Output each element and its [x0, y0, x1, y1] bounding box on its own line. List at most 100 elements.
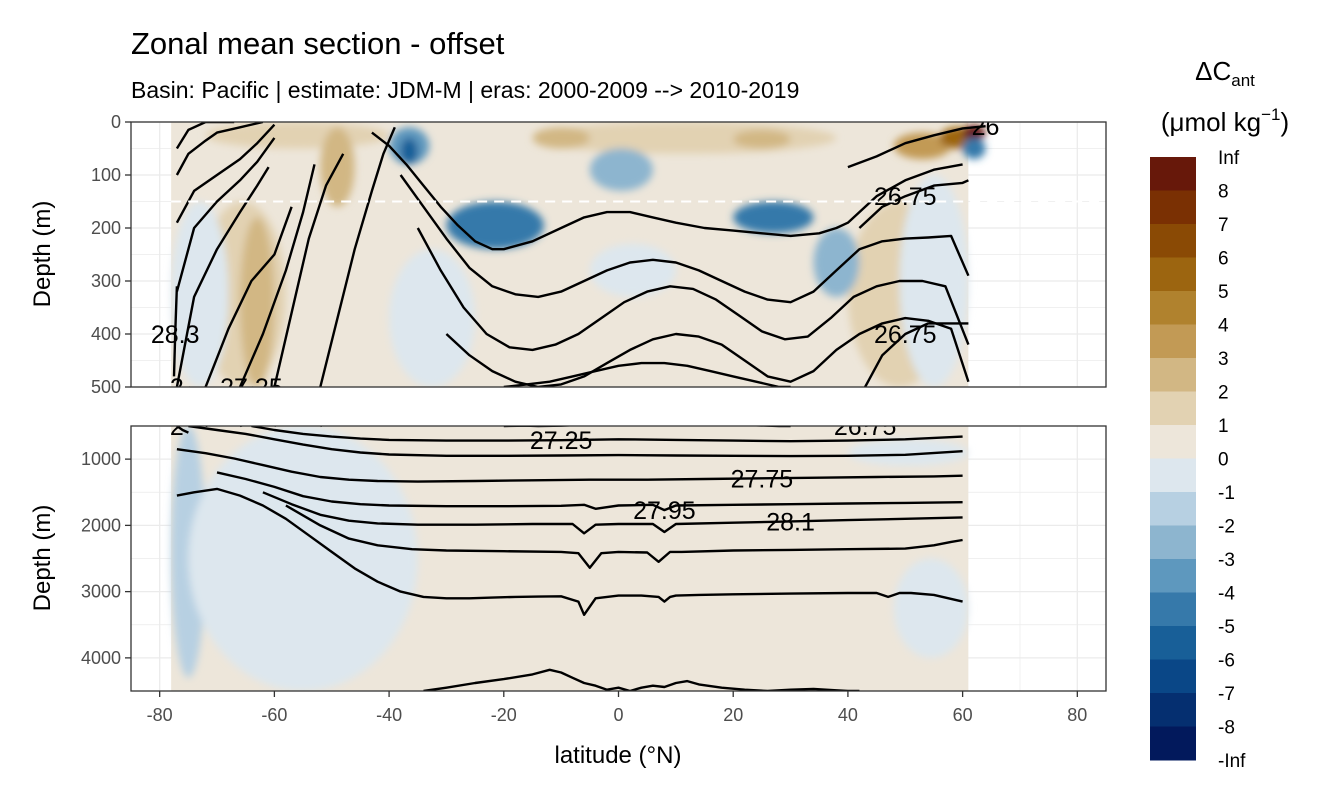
- fill-patch: [733, 129, 791, 149]
- legend-unit-suffix: ): [1280, 107, 1289, 137]
- isopycnal-line: [204, 206, 293, 387]
- legend-label: -5: [1218, 617, 1235, 638]
- legend-label: 4: [1218, 316, 1229, 337]
- isopycnal-line: [240, 426, 245, 428]
- isopycnal-line: [847, 125, 986, 169]
- fill-patch: [589, 243, 676, 297]
- fill-patches: [171, 426, 969, 691]
- x-tick-label: -40: [376, 705, 402, 725]
- fill-patch: [893, 132, 952, 160]
- x-tick-label: -60: [261, 705, 287, 725]
- legend-swatch: [1150, 257, 1196, 292]
- lower-panel-fill: [171, 426, 969, 691]
- isopycnal-label: 2: [170, 374, 184, 402]
- fill-patch: [400, 137, 418, 165]
- legend-swatch: [1150, 157, 1196, 191]
- legend-label: -7: [1218, 684, 1235, 705]
- legend-label: Inf: [1218, 148, 1240, 169]
- isopycnal-line: [262, 491, 963, 535]
- legend-swatch: [1150, 190, 1196, 225]
- legend-label: -8: [1218, 718, 1235, 739]
- fill-patch: [847, 439, 969, 466]
- legend-swatch: [1150, 492, 1196, 526]
- legend-title-main: ΔC: [1195, 56, 1231, 86]
- y-tick-label: 4000: [81, 648, 121, 668]
- fill-patch: [589, 148, 653, 191]
- legend-label: -4: [1218, 584, 1235, 605]
- isopycnal-line: [205, 426, 210, 428]
- legend-label: 2: [1218, 383, 1229, 404]
- legend-unit-sup: −1: [1261, 105, 1280, 124]
- lower-y-axis-label: Depth (m): [29, 505, 56, 612]
- fill-patch: [239, 217, 275, 387]
- y-tick-label: 3000: [81, 582, 121, 602]
- legend-label: -2: [1218, 517, 1235, 538]
- isopycnal-line: [445, 316, 970, 387]
- isopycnal-line: [423, 668, 860, 691]
- legend-label: 5: [1218, 282, 1229, 303]
- isopycnal-label: 27.25: [530, 427, 593, 455]
- isopycnal-line: [216, 471, 963, 512]
- legend-title-sub: ant: [1231, 71, 1255, 90]
- isopycnal-line: [858, 179, 969, 229]
- legend-labels: Inf 8 7 6 5 4 3 2 1 0 -1 -2 -3 -4 -5 -6 -7 -8 -Inf: [1218, 148, 1246, 772]
- isopycnal-line: [506, 426, 969, 428]
- legend-swatch: [1150, 358, 1196, 392]
- fill-patch: [733, 201, 814, 234]
- legend-label: -Inf: [1218, 751, 1246, 772]
- fill-patch: [893, 558, 969, 658]
- legend-swatch: [1150, 458, 1196, 493]
- isopycnal-line: [188, 426, 963, 458]
- isopycnal-line: [175, 122, 235, 150]
- fill-patch: [171, 426, 206, 678]
- color-legend: ΔCant (μmol kg−1) Inf 8 7 6 5 4 3 2 1 0 -1 -2 -3 -4 -5…: [1150, 56, 1289, 772]
- y-tick-label: 1000: [81, 449, 121, 469]
- isopycnal-line: [176, 426, 180, 428]
- legend-swatch: [1150, 626, 1196, 660]
- fill-patch: [389, 249, 476, 387]
- isopycnal-line: [865, 426, 871, 428]
- isopycnal-label: 26.75: [834, 413, 897, 441]
- lower-panel-contours: 26.75 27.25 27.75 27.95 28.1 2: [170, 413, 969, 691]
- isopycnal-line: [503, 361, 791, 387]
- x-tick-label: 0: [613, 705, 623, 725]
- isopycnal-label: 27.75: [731, 465, 794, 493]
- upper-panel-contours: 26 26.75 26.75 27.25 28.3 2: [151, 113, 1000, 402]
- legend-swatch: [1150, 391, 1196, 426]
- fill-patch: [532, 127, 590, 149]
- isopycnal-line: [319, 126, 396, 387]
- y-tick-label: 0: [111, 112, 121, 132]
- isopycnal-label: 26: [972, 113, 1000, 141]
- y-tick-label: 200: [91, 218, 121, 238]
- isopycnal-line: [416, 227, 970, 352]
- chart-subtitle: Basin: Pacific | estimate: JDM-M | eras:…: [131, 77, 799, 103]
- legend-swatch: [1150, 425, 1196, 459]
- upper-panel-border: [130, 121, 1107, 388]
- isopycnal-label: 26.75: [874, 183, 937, 211]
- x-tick-label: 20: [723, 705, 743, 725]
- isopycnal-line: [864, 322, 969, 387]
- x-axis-ticks: -80 -60 -40 -20 0 20 40 60 80: [147, 691, 1087, 725]
- upper-panel-y-ticks: 0 100 200 300 400 500: [91, 112, 131, 397]
- fill-patch: [962, 137, 986, 160]
- isopycnal-line: [175, 137, 276, 292]
- isopycnal-line: [251, 426, 963, 443]
- isopycnal-line: [320, 426, 323, 428]
- y-tick-label: 400: [91, 324, 121, 344]
- legend-label: -6: [1218, 651, 1235, 672]
- isopycnal-line: [175, 122, 264, 176]
- legend-label: 8: [1218, 182, 1229, 203]
- y-tick-label: 500: [91, 377, 121, 397]
- legend-label: 0: [1218, 450, 1229, 471]
- isopycnal-line: [176, 487, 963, 616]
- upper-y-axis-label: Depth (m): [29, 201, 56, 308]
- fill-patches: [171, 122, 986, 387]
- isopycnal-line: [273, 153, 345, 387]
- legend-label: 1: [1218, 416, 1229, 437]
- x-tick-label: 40: [838, 705, 858, 725]
- legend-swatch: [1150, 693, 1196, 727]
- legend-swatch: [1150, 224, 1196, 258]
- legend-swatch: [1150, 726, 1196, 761]
